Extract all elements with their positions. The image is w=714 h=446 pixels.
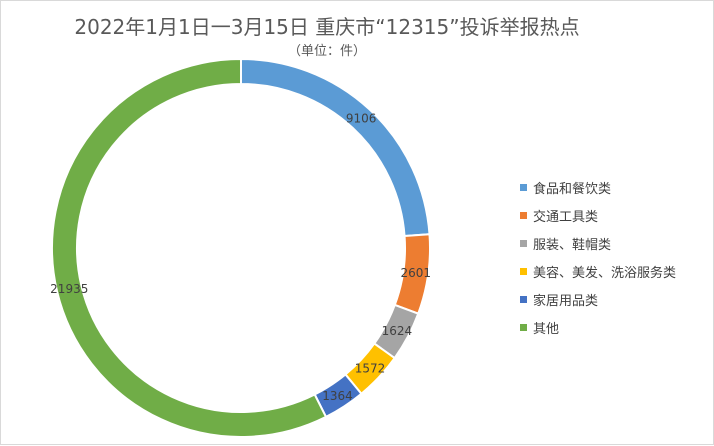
- legend-swatch: [520, 239, 527, 247]
- chart-legend: 食品和餐饮类 交通工具类服装、鞋帽类美容、美发、洗浴服务类 家居用品类其他: [520, 173, 676, 341]
- legend-swatch: [520, 267, 527, 275]
- legend-label: 食品和餐饮类: [533, 181, 612, 197]
- chart-title: 2022年1月1日一3月15日 重庆市“12315”投诉举报热点: [74, 15, 580, 39]
- legend-label: 其他: [533, 321, 560, 337]
- slice-5: [51, 57, 328, 438]
- legend-item-3: 美容、美发、洗浴服务类: [520, 257, 676, 285]
- legend-swatch: [520, 183, 527, 191]
- legend-label: 服装、鞋帽类: [533, 237, 612, 253]
- legend-item-0: 食品和餐饮类: [520, 173, 676, 201]
- slice-label-1: 2601: [400, 266, 431, 280]
- slice-label-0: 9106: [346, 112, 377, 126]
- legend-item-5: 其他: [520, 313, 676, 341]
- legend-swatch: [520, 211, 527, 219]
- legend-swatch: [520, 323, 527, 331]
- legend-swatch: [520, 295, 527, 303]
- legend-label: 美容、美发、洗浴服务类: [533, 265, 677, 281]
- legend-item-2: 服装、鞋帽类: [520, 229, 676, 257]
- slice-label-2: 1624: [382, 324, 413, 338]
- legend-item-1: 交通工具类: [520, 201, 676, 229]
- legend-item-4: 家居用品类: [520, 285, 676, 313]
- slice-label-3: 1572: [355, 361, 386, 375]
- chart-subtitle: （单位：件）: [287, 44, 366, 59]
- slice-label-4: 1364: [322, 389, 353, 403]
- slice-label-5: 21935: [50, 282, 88, 296]
- legend-label: 交通工具类: [533, 209, 599, 225]
- legend-label: 家居用品类: [533, 293, 599, 309]
- slice-0: [240, 57, 431, 238]
